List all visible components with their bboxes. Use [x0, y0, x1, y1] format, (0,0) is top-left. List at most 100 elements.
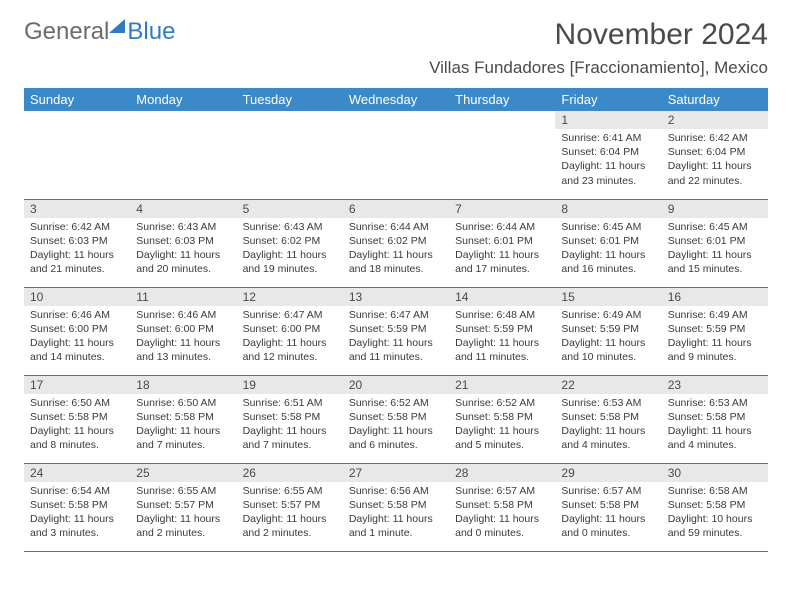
calendar-cell: 21Sunrise: 6:52 AMSunset: 5:58 PMDayligh…: [449, 375, 555, 463]
calendar-body: 1Sunrise: 6:41 AMSunset: 6:04 PMDaylight…: [24, 111, 768, 551]
day-number: 17: [24, 376, 130, 394]
calendar-header: Sunday Monday Tuesday Wednesday Thursday…: [24, 88, 768, 111]
daylight-text: Daylight: 11 hours and 5 minutes.: [455, 424, 549, 452]
sunset-text: Sunset: 6:00 PM: [243, 322, 337, 336]
sunrise-text: Sunrise: 6:48 AM: [455, 308, 549, 322]
daylight-text: Daylight: 11 hours and 12 minutes.: [243, 336, 337, 364]
sunset-text: Sunset: 5:59 PM: [349, 322, 443, 336]
day-body: Sunrise: 6:58 AMSunset: 5:58 PMDaylight:…: [662, 482, 768, 541]
calendar-week-row: 17Sunrise: 6:50 AMSunset: 5:58 PMDayligh…: [24, 375, 768, 463]
daylight-text: Daylight: 11 hours and 20 minutes.: [136, 248, 230, 276]
calendar-cell: 17Sunrise: 6:50 AMSunset: 5:58 PMDayligh…: [24, 375, 130, 463]
sunrise-text: Sunrise: 6:47 AM: [243, 308, 337, 322]
day-number: 11: [130, 288, 236, 306]
day-body: Sunrise: 6:51 AMSunset: 5:58 PMDaylight:…: [237, 394, 343, 453]
sunset-text: Sunset: 6:04 PM: [561, 145, 655, 159]
sunrise-text: Sunrise: 6:50 AM: [30, 396, 124, 410]
daylight-text: Daylight: 11 hours and 19 minutes.: [243, 248, 337, 276]
day-body: Sunrise: 6:43 AMSunset: 6:03 PMDaylight:…: [130, 218, 236, 277]
daylight-text: Daylight: 11 hours and 11 minutes.: [455, 336, 549, 364]
day-header: Wednesday: [343, 88, 449, 111]
day-number: 8: [555, 200, 661, 218]
day-body: Sunrise: 6:44 AMSunset: 6:02 PMDaylight:…: [343, 218, 449, 277]
daylight-text: Daylight: 11 hours and 11 minutes.: [349, 336, 443, 364]
calendar-cell: 24Sunrise: 6:54 AMSunset: 5:58 PMDayligh…: [24, 463, 130, 551]
calendar-week-row: 3Sunrise: 6:42 AMSunset: 6:03 PMDaylight…: [24, 199, 768, 287]
daylight-text: Daylight: 11 hours and 4 minutes.: [668, 424, 762, 452]
day-body: Sunrise: 6:41 AMSunset: 6:04 PMDaylight:…: [555, 129, 661, 188]
calendar-cell: 18Sunrise: 6:50 AMSunset: 5:58 PMDayligh…: [130, 375, 236, 463]
sunrise-text: Sunrise: 6:57 AM: [455, 484, 549, 498]
daylight-text: Daylight: 11 hours and 17 minutes.: [455, 248, 549, 276]
calendar-cell: [343, 111, 449, 199]
day-header: Friday: [555, 88, 661, 111]
sunrise-text: Sunrise: 6:42 AM: [30, 220, 124, 234]
day-number: 24: [24, 464, 130, 482]
daylight-text: Daylight: 11 hours and 14 minutes.: [30, 336, 124, 364]
sunset-text: Sunset: 5:58 PM: [668, 410, 762, 424]
calendar-cell: [449, 111, 555, 199]
sunset-text: Sunset: 5:59 PM: [561, 322, 655, 336]
daylight-text: Daylight: 11 hours and 23 minutes.: [561, 159, 655, 187]
sunset-text: Sunset: 5:57 PM: [243, 498, 337, 512]
day-header: Thursday: [449, 88, 555, 111]
calendar-cell: 28Sunrise: 6:57 AMSunset: 5:58 PMDayligh…: [449, 463, 555, 551]
calendar-cell: 12Sunrise: 6:47 AMSunset: 6:00 PMDayligh…: [237, 287, 343, 375]
sunset-text: Sunset: 5:57 PM: [136, 498, 230, 512]
daylight-text: Daylight: 11 hours and 9 minutes.: [668, 336, 762, 364]
day-body: Sunrise: 6:45 AMSunset: 6:01 PMDaylight:…: [555, 218, 661, 277]
sunrise-text: Sunrise: 6:43 AM: [243, 220, 337, 234]
day-body: Sunrise: 6:46 AMSunset: 6:00 PMDaylight:…: [130, 306, 236, 365]
sunset-text: Sunset: 5:58 PM: [30, 498, 124, 512]
sunset-text: Sunset: 6:01 PM: [561, 234, 655, 248]
daylight-text: Daylight: 11 hours and 8 minutes.: [30, 424, 124, 452]
day-number: 13: [343, 288, 449, 306]
day-number: 10: [24, 288, 130, 306]
daylight-text: Daylight: 11 hours and 7 minutes.: [243, 424, 337, 452]
day-header: Sunday: [24, 88, 130, 111]
day-body: Sunrise: 6:42 AMSunset: 6:03 PMDaylight:…: [24, 218, 130, 277]
calendar-cell: 3Sunrise: 6:42 AMSunset: 6:03 PMDaylight…: [24, 199, 130, 287]
day-body: Sunrise: 6:53 AMSunset: 5:58 PMDaylight:…: [662, 394, 768, 453]
calendar-cell: [237, 111, 343, 199]
sunset-text: Sunset: 6:03 PM: [30, 234, 124, 248]
day-header: Monday: [130, 88, 236, 111]
sunrise-text: Sunrise: 6:44 AM: [349, 220, 443, 234]
sunrise-text: Sunrise: 6:53 AM: [668, 396, 762, 410]
calendar-page: General Blue November 2024 Villas Fundad…: [0, 0, 792, 562]
calendar-cell: 19Sunrise: 6:51 AMSunset: 5:58 PMDayligh…: [237, 375, 343, 463]
sunrise-text: Sunrise: 6:41 AM: [561, 131, 655, 145]
daylight-text: Daylight: 11 hours and 1 minute.: [349, 512, 443, 540]
day-number: 29: [555, 464, 661, 482]
day-body: Sunrise: 6:55 AMSunset: 5:57 PMDaylight:…: [237, 482, 343, 541]
day-body: Sunrise: 6:45 AMSunset: 6:01 PMDaylight:…: [662, 218, 768, 277]
day-body: Sunrise: 6:50 AMSunset: 5:58 PMDaylight:…: [130, 394, 236, 453]
sunset-text: Sunset: 5:58 PM: [243, 410, 337, 424]
day-number: 20: [343, 376, 449, 394]
sunset-text: Sunset: 5:58 PM: [455, 498, 549, 512]
day-body: Sunrise: 6:53 AMSunset: 5:58 PMDaylight:…: [555, 394, 661, 453]
calendar-cell: 30Sunrise: 6:58 AMSunset: 5:58 PMDayligh…: [662, 463, 768, 551]
calendar-cell: [24, 111, 130, 199]
sunset-text: Sunset: 5:59 PM: [668, 322, 762, 336]
sunrise-text: Sunrise: 6:54 AM: [30, 484, 124, 498]
day-number: 7: [449, 200, 555, 218]
logo: General Blue: [24, 18, 175, 46]
sunrise-text: Sunrise: 6:57 AM: [561, 484, 655, 498]
daylight-text: Daylight: 11 hours and 6 minutes.: [349, 424, 443, 452]
calendar-cell: 4Sunrise: 6:43 AMSunset: 6:03 PMDaylight…: [130, 199, 236, 287]
bottom-rule: [24, 551, 768, 552]
day-body: Sunrise: 6:50 AMSunset: 5:58 PMDaylight:…: [24, 394, 130, 453]
sunrise-text: Sunrise: 6:55 AM: [136, 484, 230, 498]
day-number: 9: [662, 200, 768, 218]
calendar-cell: 16Sunrise: 6:49 AMSunset: 5:59 PMDayligh…: [662, 287, 768, 375]
calendar-cell: 6Sunrise: 6:44 AMSunset: 6:02 PMDaylight…: [343, 199, 449, 287]
sunset-text: Sunset: 6:00 PM: [136, 322, 230, 336]
day-body: Sunrise: 6:52 AMSunset: 5:58 PMDaylight:…: [449, 394, 555, 453]
day-body: Sunrise: 6:56 AMSunset: 5:58 PMDaylight:…: [343, 482, 449, 541]
sunrise-text: Sunrise: 6:52 AM: [349, 396, 443, 410]
day-body: Sunrise: 6:55 AMSunset: 5:57 PMDaylight:…: [130, 482, 236, 541]
day-number: 14: [449, 288, 555, 306]
day-number: 28: [449, 464, 555, 482]
sunrise-text: Sunrise: 6:58 AM: [668, 484, 762, 498]
